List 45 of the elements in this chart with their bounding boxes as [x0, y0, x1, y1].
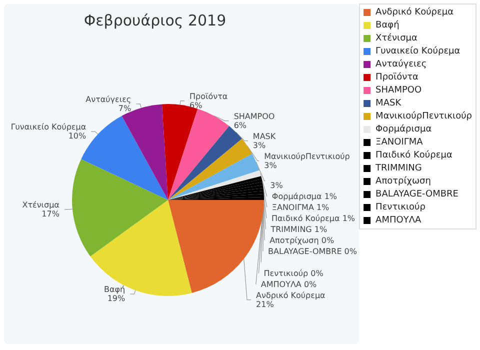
data-label: 3%: [270, 180, 284, 190]
slice-label: Γυναικείο Κούρεμα: [10, 122, 86, 132]
data-label: 6%: [234, 120, 247, 130]
slice-label: ΜανικιούρΠεντικιούρ: [264, 152, 350, 161]
legend-label: Χτένισμα: [376, 32, 418, 44]
slice-label: Χτένισμα: [22, 200, 60, 210]
category-label: ΑΜΠΟΥΛΑ 0%: [260, 280, 317, 289]
data-label: 21%: [256, 300, 274, 309]
legend-label: Φορμάρισμα: [376, 124, 432, 134]
data-label: 17%: [42, 209, 60, 218]
legend-label: ΜανικιούρΠεντικιούρ: [376, 110, 472, 122]
legend-label: Αποτρίχωση: [376, 176, 431, 186]
category-label: Πεντικιούρ 0%: [264, 268, 324, 278]
legend-label: Γυναικείο Κούρεμα: [376, 46, 460, 56]
category-label: BALAYAGE-OMBRE 0%: [268, 246, 357, 256]
data-label: 3%: [252, 140, 266, 150]
category-label: Αποτρίχωση 0%: [270, 236, 334, 245]
data-label: 3%: [264, 160, 278, 170]
slice-label: Ανταύγειες: [86, 94, 132, 104]
legend-label: Βαφή: [376, 20, 400, 30]
data-label: 19%: [107, 294, 126, 304]
slice-label: Βαφή: [104, 285, 126, 294]
data-label: 6%: [190, 100, 203, 110]
slice-label: MASK: [252, 132, 276, 141]
legend-label: SHAMPOO: [376, 86, 422, 96]
legend-label: TRIMMING: [374, 164, 422, 174]
slice-label: Προϊόντα: [190, 92, 228, 101]
legend-label: ΑΜΠΟΥΛΑ: [376, 216, 422, 226]
category-label: TRIMMING 1%: [270, 224, 328, 234]
data-label: 7%: [118, 104, 132, 113]
category-label: Φορμάρισμα 1%: [272, 192, 338, 201]
legend-label: MASK: [376, 98, 402, 108]
legend-label: ΞΑΝΟΙΓΜΑ: [376, 138, 424, 148]
legend-label: BALAYAGE-OMBRE: [376, 190, 459, 200]
slice-label: SHAMPOO: [234, 112, 275, 121]
legend-label: Ανδρικό Κούρεμα: [376, 6, 454, 18]
slice-label: Ανδρικό Κούρεμα: [256, 290, 326, 300]
legend-label: Παιδικό Κούρεμα: [376, 150, 452, 160]
legend-label: Ανταύγειες: [376, 58, 427, 70]
text: Φεβρουάριος 2019: [84, 12, 226, 30]
data-label: 10%: [68, 132, 86, 141]
legend-label: Προϊόντα: [376, 72, 419, 82]
legend-label: Πεντικιούρ: [376, 202, 426, 212]
category-label: Παιδικό Κούρεμα 1%: [272, 214, 356, 223]
category-label: ΞΑΝΟΙΓΜΑ 1%: [272, 202, 330, 212]
